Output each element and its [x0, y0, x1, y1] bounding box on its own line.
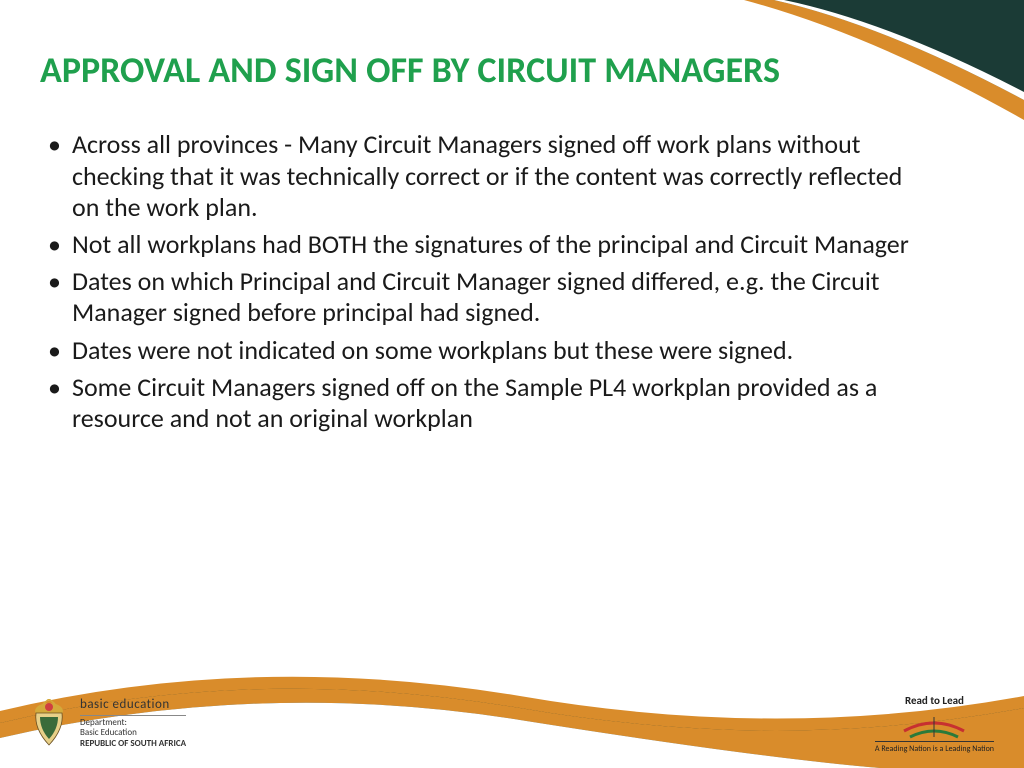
department-text-block: basic education Department: Basic Educat… [80, 697, 186, 750]
bullet-list: Across all provinces - Many Circuit Mana… [40, 129, 964, 434]
footer-left-logo-block: basic education Department: Basic Educat… [28, 697, 186, 750]
slide-title: APPROVAL AND SIGN OFF BY CIRCUIT MANAGER… [40, 50, 964, 91]
book-icon [899, 709, 969, 739]
slide-content: APPROVAL AND SIGN OFF BY CIRCUIT MANAGER… [40, 50, 964, 440]
read-to-lead-tagline: A Reading Nation is a Leading Nation [875, 741, 994, 754]
bullet-item: Not all workplans had BOTH the signature… [72, 229, 964, 260]
bullet-item: Across all provinces - Many Circuit Mana… [72, 129, 964, 223]
footer-right-logo-block: Read to Lead A Reading Nation is a Leadi… [875, 694, 994, 754]
read-to-lead-title: Read to Lead [905, 694, 964, 707]
bullet-item: Dates were not indicated on some workpla… [72, 335, 964, 366]
coat-of-arms-icon [28, 699, 70, 749]
bullet-item: Dates on which Principal and Circuit Man… [72, 266, 964, 328]
department-title: basic education [80, 697, 186, 716]
department-subtitle: Department: Basic Education REPUBLIC OF … [80, 718, 186, 750]
bullet-item: Some Circuit Managers signed off on the … [72, 372, 964, 434]
